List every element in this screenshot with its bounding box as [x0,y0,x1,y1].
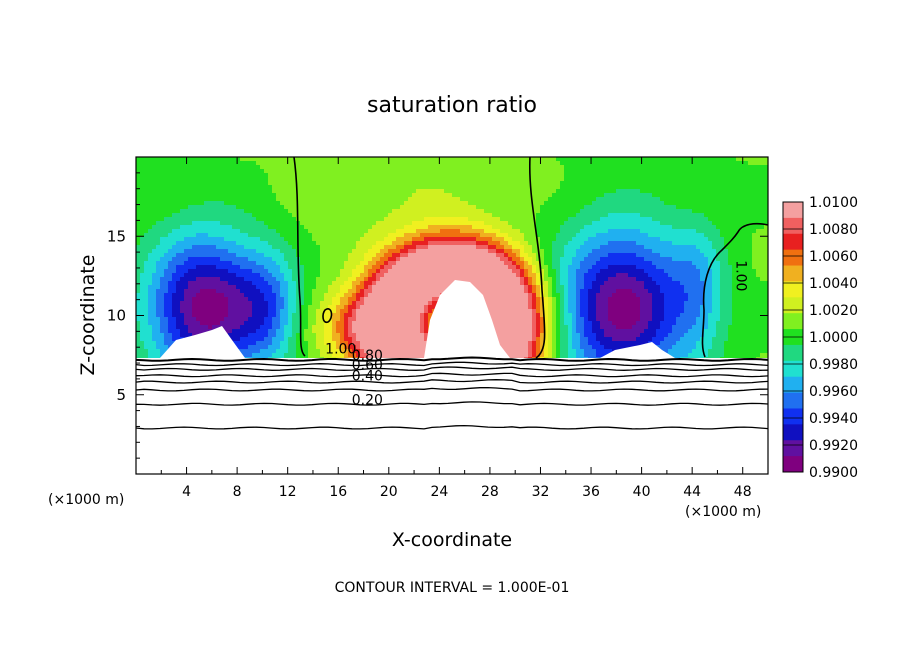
x-unit-left: (×1000 m) [48,492,124,508]
x-tick-label: 8 [233,484,242,500]
ground-contour-line [135,386,769,392]
colorbar-label: 0.9920 [809,438,858,454]
y-tick-label: 10 [107,307,126,325]
x-tick-label: 28 [481,484,499,500]
colorbar-swatch [783,392,803,409]
colorbar-swatch [783,202,803,219]
ground-contour-line [135,361,769,367]
ground-contour-line [135,366,769,371]
contour-label: 0.40 [352,368,383,384]
y-axis-ticks: 5 10 15 [107,172,768,459]
x-tick-label: 12 [279,484,297,500]
colorbar-swatch [783,376,803,393]
colorbar-swatch [783,408,803,425]
x-unit-right: (×1000 m) [685,504,761,520]
contour-labels: 1.000.800.600.400.201.00 [325,260,748,408]
colorbar-label: 1.0060 [809,249,858,265]
x-tick-label: 16 [329,484,347,500]
colorbar-label: 1.0040 [809,276,858,292]
colorbar-swatch [783,281,803,298]
x-tick-label: 36 [582,484,600,500]
contour-line-100-left [293,156,306,357]
colorbar-swatch [783,313,803,330]
colorbar-swatch [783,265,803,282]
cloud-core [424,280,510,358]
ground-contour-line [135,401,769,406]
colorbar-swatch [783,217,803,235]
ground-contour-line [135,379,769,384]
colorbar-swatch [783,344,803,362]
x-axis-label: X-coordinate [392,529,512,551]
x-tick-label: 48 [734,484,752,500]
colorbar-swatch [783,297,803,314]
contour-interval-note: CONTOUR INTERVAL = 1.000E-01 [335,580,570,596]
contour-loop-100 [322,308,333,324]
colorbar-swatch [783,233,803,251]
contour-label: 0.20 [352,392,383,408]
colorbar-swatch [783,440,803,457]
colorbar-swatch [783,249,803,266]
contour-label: 1.00 [732,260,748,291]
x-axis-ticks: 4 8 12 16 20 24 28 32 36 40 44 48 [160,157,752,500]
contour-label: 1.00 [325,342,356,358]
x-tick-label: 4 [182,484,191,500]
colorbar-label: 1.0080 [809,222,858,238]
colorbar-label: 0.9900 [809,465,858,481]
colorbar-swatch [783,360,803,378]
colorbar-label: 0.9980 [809,357,858,373]
ground-contour-line [135,424,769,430]
x-tick-label: 32 [532,484,550,500]
blank-right [600,342,675,358]
colorbar-swatch [783,456,803,473]
x-tick-label: 40 [633,484,651,500]
x-tick-label: 44 [683,484,701,500]
y-axis-label: Z-coordinate [77,255,99,376]
chart-title: saturation ratio [367,93,537,118]
colorbar: 1.0100 1.0080 1.0060 1.0040 1.0020 1.0000 0.99… [782,195,858,481]
contour-line-100-mid [528,156,546,359]
x-tick-label: 20 [380,484,398,500]
colorbar-label: 1.0020 [809,303,858,319]
x-tick-label: 24 [430,484,448,500]
colorbar-label: 0.9940 [809,411,858,427]
ground-contour-line [135,356,769,362]
contour-label: 0.80 [352,348,383,364]
y-tick-label: 5 [116,386,126,404]
colorbar-label: 1.0100 [809,195,858,211]
blank-left [160,326,245,358]
colorbar-label: 1.0000 [809,330,858,346]
colorbar-label: 0.9960 [809,384,858,400]
contour-line-100-right [701,222,769,358]
contour-label: 0.60 [352,357,383,373]
contour-lines [135,156,769,430]
colorbar-swatch [783,424,803,441]
y-tick-label: 15 [107,227,126,245]
ground-contour-line [135,372,769,378]
saturation-field [136,157,768,358]
